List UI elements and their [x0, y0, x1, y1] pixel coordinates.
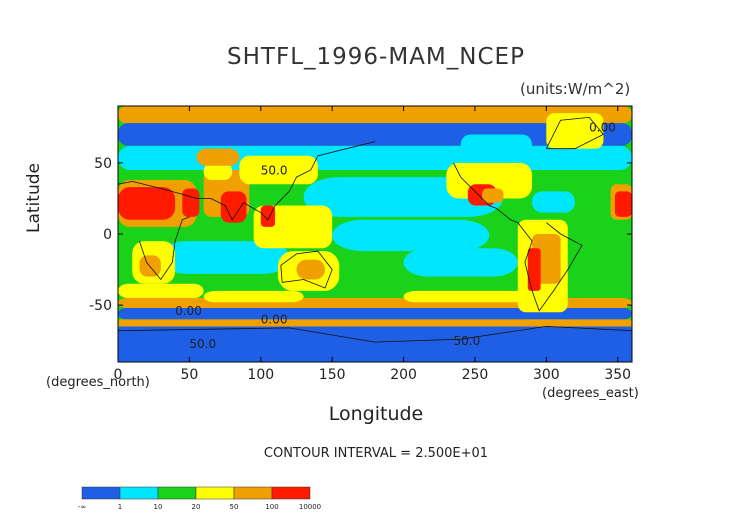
- colorbar-swatch: [195, 486, 235, 500]
- colorbar-label: 20: [192, 503, 201, 511]
- field-region: [460, 134, 533, 161]
- field-region: [118, 187, 176, 220]
- colorbar-label: 100: [265, 503, 278, 511]
- map-layer: 0.00 50.0 0.00 0.00 50.0 50.0: [117, 106, 633, 362]
- field-region: [203, 162, 233, 180]
- field-region: [118, 326, 632, 362]
- colorbar-swatch: [81, 486, 121, 500]
- coastline: [117, 141, 376, 221]
- field-region: [118, 283, 204, 298]
- field-region: [203, 290, 304, 303]
- x-tick-label: 200: [390, 367, 417, 383]
- colorbar-label: 50: [230, 503, 239, 511]
- field-region: [614, 191, 632, 217]
- x-tick-label: 300: [533, 367, 560, 383]
- coastline: [280, 250, 333, 289]
- y-tick-label: 50: [94, 156, 112, 172]
- contour-label: 50.0: [189, 337, 216, 351]
- field-region: [527, 248, 541, 291]
- colorbar: -∞ 1 10 20 50 100 10000: [78, 486, 321, 511]
- coastline: [139, 216, 190, 281]
- field-region: [260, 205, 276, 227]
- contour-label: 50.0: [454, 334, 481, 348]
- contour-label: 50.0: [261, 163, 288, 177]
- field-region: [118, 145, 632, 170]
- x-tick-label: 100: [247, 367, 274, 383]
- colorbar-swatch: [271, 486, 311, 500]
- x-unit-label: (degrees_east): [542, 386, 639, 401]
- coastline: [517, 222, 583, 312]
- field-region: [139, 255, 161, 277]
- x-tick-label: 0: [114, 367, 123, 383]
- y-tick-label: 0: [103, 227, 112, 243]
- x-tick-label: 50: [180, 367, 198, 383]
- x-tick-label: 350: [604, 367, 631, 383]
- field-region: [182, 188, 200, 217]
- field-region: [403, 248, 518, 277]
- field-region: [546, 113, 604, 149]
- field-region: [196, 148, 240, 166]
- axes-layer: 0 50 100 150 200 250 300 350 50 0 -50: [89, 105, 633, 383]
- field-region: [220, 191, 247, 223]
- colorbar-swatch: [157, 486, 197, 500]
- contour-interval-text: CONTOUR INTERVAL = 2.500E+01: [263, 446, 489, 461]
- colorbar-label: 1: [118, 503, 122, 511]
- field-region: [403, 290, 547, 303]
- colorbar-swatch: [233, 486, 273, 500]
- field-region: [532, 191, 575, 213]
- colorbar-swatch: [119, 486, 159, 500]
- field-region: [160, 241, 290, 274]
- x-tick-label: 250: [462, 367, 489, 383]
- contour-label: 0.00: [175, 304, 202, 318]
- colorbar-label: 10000: [299, 503, 321, 511]
- field-region: [332, 219, 490, 252]
- field-region: [239, 155, 318, 185]
- coastline: [453, 162, 518, 223]
- contour-label: 0.00: [261, 313, 288, 327]
- field-region: [118, 307, 632, 320]
- y-unit-label: (degrees_north): [46, 375, 150, 390]
- contour-label: 0.00: [589, 121, 616, 135]
- y-tick-label: -50: [89, 298, 112, 314]
- x-tick-label: 150: [319, 367, 346, 383]
- units-label: (units:W/m^2): [520, 80, 631, 98]
- field-region: [118, 319, 632, 327]
- field-region: [446, 162, 533, 199]
- field-region: [296, 259, 326, 280]
- field-region: [482, 188, 504, 203]
- colorbar-label: 10: [154, 503, 163, 511]
- colorbar-label: -∞: [78, 503, 86, 511]
- coastline: [545, 116, 605, 150]
- x-axis-label: Longitude: [328, 403, 424, 425]
- chart-title: SHTFL_1996-MAM_NCEP: [227, 44, 525, 70]
- coastline: [117, 325, 633, 343]
- field-region: [118, 106, 632, 124]
